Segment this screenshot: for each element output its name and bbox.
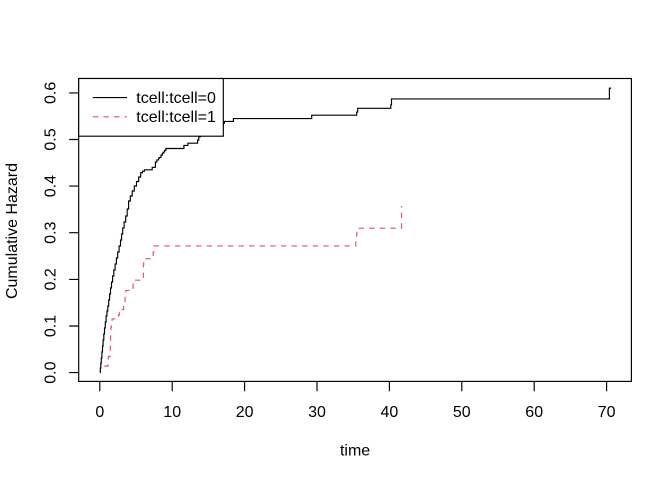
svg-text:0.2: 0.2 xyxy=(42,268,59,290)
svg-text:0.5: 0.5 xyxy=(42,128,59,150)
svg-text:40: 40 xyxy=(381,404,399,421)
svg-text:tcell:tcell=0: tcell:tcell=0 xyxy=(136,90,216,107)
svg-text:0: 0 xyxy=(95,404,104,421)
svg-text:0.1: 0.1 xyxy=(42,315,59,337)
svg-text:50: 50 xyxy=(453,404,471,421)
svg-text:30: 30 xyxy=(308,404,326,421)
svg-text:20: 20 xyxy=(236,404,254,421)
svg-text:0.0: 0.0 xyxy=(42,361,59,383)
svg-text:0.3: 0.3 xyxy=(42,221,59,243)
svg-text:tcell:tcell=1: tcell:tcell=1 xyxy=(136,109,216,126)
svg-text:10: 10 xyxy=(163,404,181,421)
svg-text:60: 60 xyxy=(525,404,543,421)
svg-text:Cumulative Hazard: Cumulative Hazard xyxy=(4,163,21,299)
svg-text:time: time xyxy=(340,443,370,460)
svg-text:70: 70 xyxy=(598,404,616,421)
svg-text:0.6: 0.6 xyxy=(42,82,59,104)
svg-text:0.4: 0.4 xyxy=(42,175,59,197)
